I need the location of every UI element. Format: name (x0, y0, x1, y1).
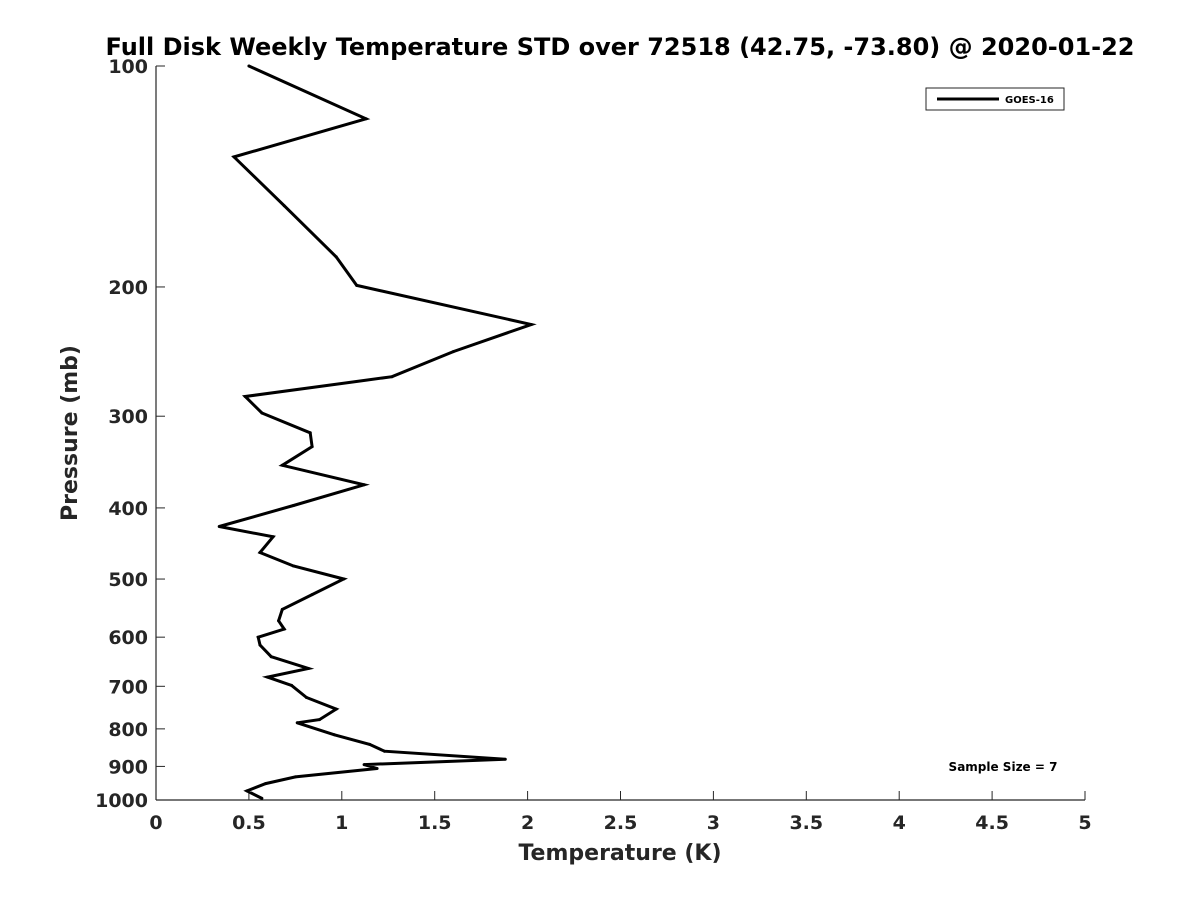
x-tick-label: 3 (707, 812, 720, 834)
data-point (362, 483, 366, 487)
data-point (364, 117, 368, 121)
y-axis-label: Pressure (mb) (58, 345, 83, 521)
data-point (245, 789, 249, 793)
data-point (305, 696, 308, 699)
data-point (332, 733, 336, 737)
x-tick-label: 2 (521, 812, 534, 834)
data-point (264, 782, 268, 786)
y-tick-label: 300 (108, 406, 148, 428)
data-point (258, 643, 262, 647)
x-tick-label: 1.5 (418, 812, 452, 834)
data-point (342, 577, 346, 581)
x-axis-label: Temperature (K) (518, 841, 721, 866)
data-point (282, 204, 286, 208)
data-point (362, 763, 366, 767)
y-tick-label: 100 (108, 56, 148, 78)
data-point (256, 635, 260, 639)
data-point (293, 775, 297, 779)
data-point (529, 323, 533, 326)
data-point (375, 767, 379, 770)
data-point (217, 525, 221, 528)
y-tick-label: 800 (108, 719, 148, 741)
series-line-goes-16 (218, 64, 537, 800)
data-point (266, 675, 269, 679)
x-tick-label: 5 (1078, 812, 1091, 834)
data-point (292, 504, 295, 507)
data-point (306, 667, 310, 670)
data-point (318, 718, 321, 722)
data-point (277, 619, 281, 623)
data-point (280, 463, 284, 467)
data-point (355, 283, 359, 287)
data-point (334, 255, 338, 259)
x-tick-label: 4 (893, 812, 906, 834)
y-tick-label: 500 (108, 569, 148, 591)
data-point (292, 564, 295, 568)
data-point (310, 445, 314, 449)
x-tick-label: 0 (149, 812, 162, 834)
data-point (503, 757, 507, 761)
x-tick-label: 2.5 (604, 812, 638, 834)
sample-size-annotation: Sample Size = 7 (949, 760, 1058, 774)
data-point (243, 395, 247, 398)
data-point (232, 155, 236, 159)
series-points (217, 64, 533, 800)
data-point (308, 431, 312, 435)
data-point (269, 655, 273, 659)
y-tick-label: 1000 (95, 790, 148, 812)
data-point (368, 742, 372, 746)
data-point (260, 796, 264, 800)
chart-title: Full Disk Weekly Temperature STD over 72… (106, 33, 1135, 61)
data-point (295, 721, 299, 725)
x-tick-label: 4.5 (975, 812, 1009, 834)
y-tick-label: 600 (108, 627, 148, 649)
data-point (451, 350, 455, 354)
x-tick-label: 0.5 (232, 812, 266, 834)
data-point (247, 64, 251, 68)
y-tick-label: 400 (108, 498, 148, 520)
y-tick-label: 900 (108, 756, 148, 778)
y-tick-label: 700 (108, 676, 148, 698)
plot-area: 0 0.5 1 1.5 2 2.5 3 3.5 4 4.5 5 100 200 300 400 500 600… (95, 56, 1092, 834)
data-point (390, 375, 394, 379)
data-point (310, 593, 314, 597)
y-tick-label: 200 (108, 277, 148, 299)
data-point (260, 411, 264, 415)
data-point (290, 683, 294, 687)
data-point (258, 551, 262, 554)
legend: GOES-16 (925, 87, 1065, 111)
data-point (334, 707, 338, 711)
x-tick-label: 1 (335, 812, 348, 834)
x-ticks: 0 0.5 1 1.5 2 2.5 3 3.5 4 4.5 5 (149, 791, 1092, 834)
data-point (383, 749, 386, 753)
data-point (271, 535, 275, 539)
data-point (282, 627, 286, 631)
legend-label: GOES-16 (1005, 95, 1054, 106)
y-ticks: 100 200 300 400 500 600 700 800 900 1000 (95, 56, 165, 812)
x-tick-label: 3.5 (789, 812, 823, 834)
data-point (280, 607, 284, 611)
